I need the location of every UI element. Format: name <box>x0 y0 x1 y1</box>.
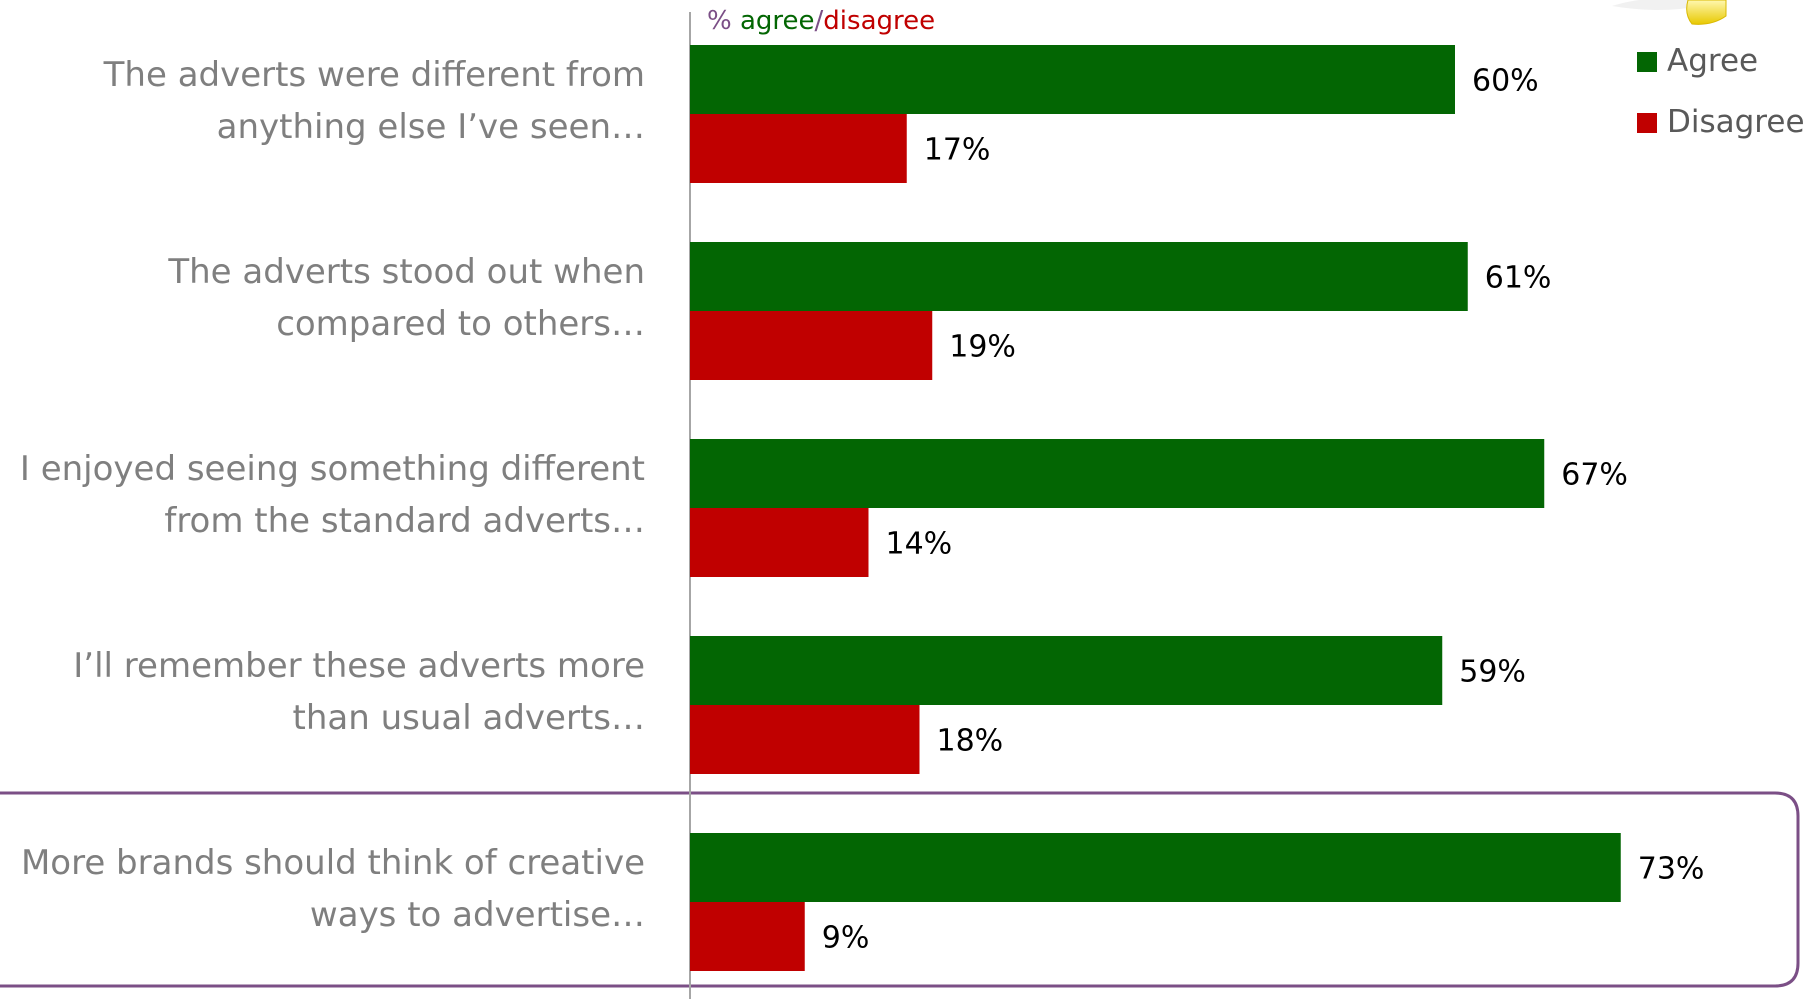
chart-subtitle: % agree/disagree <box>707 6 935 36</box>
category-label-0: The adverts were different from anything … <box>103 55 645 147</box>
value-label-disagree-4: 9% <box>822 921 870 956</box>
category-label-2: I enjoyed seeing something different from… <box>20 449 645 541</box>
bar-disagree-2 <box>690 508 869 577</box>
value-label-agree-0: 60% <box>1472 64 1539 99</box>
value-label-agree-3: 59% <box>1459 655 1526 690</box>
highlight-box <box>0 791 1800 988</box>
bar-agree-2 <box>690 439 1545 508</box>
legend-swatch-disagree <box>1637 113 1657 133</box>
bar-disagree-1 <box>690 311 933 380</box>
bar-disagree-0 <box>690 114 907 183</box>
decorative-shadow <box>1612 0 1700 10</box>
bar-disagree-3 <box>690 705 920 774</box>
bar-agree-3 <box>690 636 1443 705</box>
value-label-agree-4: 73% <box>1638 852 1705 887</box>
category-label-4: More brands should think of creative ways… <box>21 843 645 935</box>
legend-label-disagree: Disagree <box>1667 104 1805 140</box>
bar-agree-1 <box>690 242 1468 311</box>
bar-disagree-4 <box>690 902 805 971</box>
legend-swatch-agree <box>1637 52 1657 72</box>
decorative-yellow-icon <box>1686 0 1727 25</box>
value-label-disagree-1: 19% <box>949 330 1016 365</box>
category-label-1: The adverts stood out when compared to ot… <box>167 252 645 344</box>
category-label-3: I’ll remember these adverts more than usu… <box>73 646 645 738</box>
value-label-agree-2: 67% <box>1561 458 1628 493</box>
value-label-agree-1: 61% <box>1485 261 1552 296</box>
value-label-disagree-0: 17% <box>924 133 991 168</box>
value-label-disagree-2: 14% <box>886 527 953 562</box>
bar-agree-0 <box>690 45 1455 114</box>
value-label-disagree-3: 18% <box>937 724 1004 759</box>
bar-agree-4 <box>690 833 1621 902</box>
legend-label-agree: Agree <box>1667 43 1758 79</box>
